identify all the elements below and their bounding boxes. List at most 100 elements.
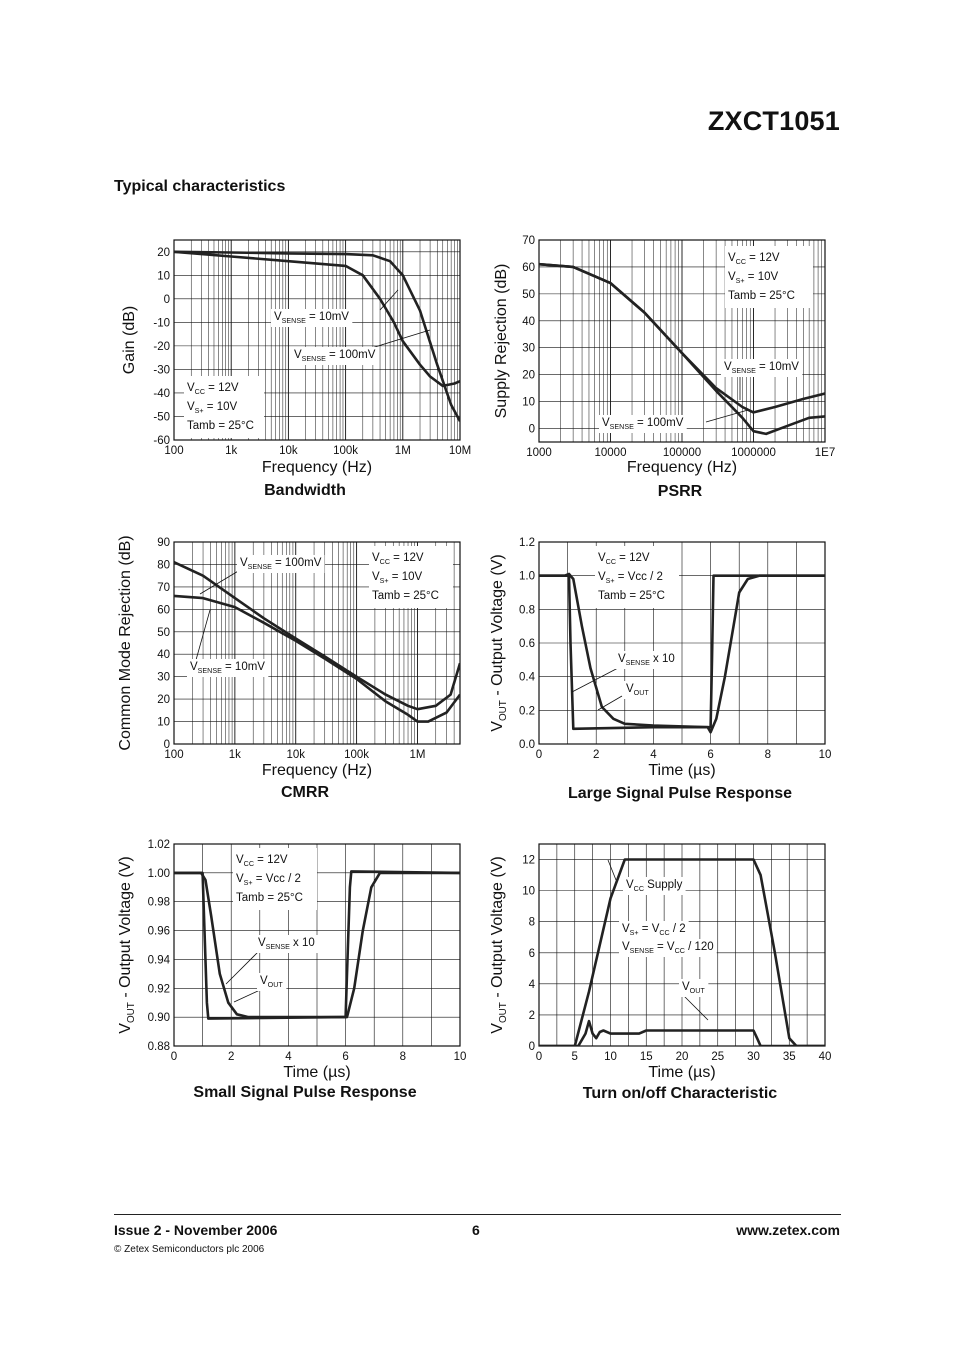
- condition-label: VCC = 12V: [598, 552, 650, 566]
- y-tick-label: 50: [522, 289, 535, 301]
- y-axis-label: VOUT - Output Voltage (V): [489, 856, 509, 1033]
- x-tick-label: 0: [536, 1051, 542, 1063]
- y-tick-label: 1.0: [519, 571, 535, 583]
- annotation-leader: [195, 609, 211, 661]
- x-tick-label: 10: [819, 749, 832, 761]
- x-tick-label: 15: [640, 1051, 653, 1063]
- x-tick-label: 10k: [279, 445, 298, 457]
- condition-label: VS+ = Vcc / 2: [236, 873, 301, 887]
- x-tick-label: 40: [819, 1051, 832, 1063]
- x-axis-label: Frequency (Hz): [262, 762, 372, 779]
- series-line-2: [174, 871, 460, 1019]
- y-tick-label: 40: [157, 649, 170, 661]
- annotation-label: VSENSE = 100mV: [602, 417, 684, 431]
- y-tick-label: 0.8: [519, 604, 535, 616]
- annotation-label: VSENSE x 10: [618, 653, 675, 667]
- series-line-2: [539, 1019, 825, 1046]
- y-tick-label: 0.0: [519, 739, 535, 751]
- annotation-background: [619, 939, 717, 957]
- annotation-background: [257, 973, 287, 991]
- y-tick-label: -30: [153, 364, 170, 376]
- y-tick-label: 8: [529, 917, 535, 929]
- x-tick-label: 8: [765, 749, 771, 761]
- annotation-background: [599, 415, 687, 433]
- condition-label: VS+ = 10V: [728, 271, 778, 285]
- y-tick-label: 0.2: [519, 705, 535, 717]
- annotation-label: VOUT: [626, 683, 649, 697]
- x-axis-label: Time (µs): [648, 762, 715, 779]
- x-tick-label: 25: [711, 1051, 724, 1063]
- y-axis-label: VOUT - Output Voltage (V): [489, 554, 509, 731]
- x-tick-label: 10000: [595, 447, 627, 459]
- y-tick-label: 0: [529, 1041, 535, 1053]
- x-axis-label: Time (µs): [283, 1064, 350, 1081]
- plot-frame: [538, 541, 826, 745]
- y-tick-label: 10: [157, 717, 170, 729]
- y-tick-label: 80: [157, 559, 170, 571]
- annotation-background: [237, 555, 325, 573]
- x-tick-label: 2: [593, 749, 599, 761]
- x-tick-label: 4: [285, 1051, 292, 1063]
- annotation-leader: [233, 989, 261, 1003]
- plot-frame: [173, 541, 461, 745]
- annotation-background: [271, 309, 353, 327]
- y-tick-label: 2: [529, 1010, 535, 1022]
- annotation-background: [615, 651, 678, 669]
- caption-turn-on-off: Turn on/off Characteristic: [582, 1085, 778, 1102]
- conditions-box: [725, 246, 813, 308]
- x-tick-label: 100: [164, 445, 183, 457]
- annotation-leader: [379, 289, 399, 311]
- x-tick-label: 1k: [229, 749, 241, 761]
- annotation-leader: [597, 695, 623, 711]
- x-tick-label: 1k: [225, 445, 237, 457]
- annotation-background: [291, 347, 379, 365]
- y-tick-label: 0.94: [148, 954, 171, 966]
- annotation-label: VSENSE = VCC / 120: [622, 941, 714, 955]
- y-tick-label: -60: [153, 435, 170, 447]
- x-tick-label: 0: [536, 749, 542, 761]
- y-tick-label: 12: [522, 855, 535, 867]
- plot-frame: [538, 239, 826, 443]
- annotation-label: VOUT: [260, 975, 283, 989]
- plot-frame: [173, 239, 461, 441]
- y-tick-label: -40: [153, 388, 170, 400]
- condition-label: VS+ = 10V: [187, 401, 237, 415]
- condition-label: VS+ = Vcc / 2: [598, 571, 663, 585]
- annotation-leader: [571, 667, 619, 693]
- caption-cmrr: CMRR: [281, 784, 329, 801]
- x-axis-label: Frequency (Hz): [262, 459, 372, 476]
- annotation-leader: [681, 993, 709, 1021]
- annotation-label: VOUT: [682, 981, 705, 995]
- y-tick-label: 1.2: [519, 537, 535, 549]
- annotation-label: VSENSE = 100mV: [240, 557, 322, 571]
- plot-frame: [538, 843, 826, 1047]
- y-tick-label: 0.6: [519, 638, 535, 650]
- y-tick-label: 0.4: [519, 672, 536, 684]
- annotation-background: [679, 979, 709, 997]
- y-tick-label: 20: [157, 694, 170, 706]
- part-number: ZXCT1051: [707, 106, 840, 136]
- chart-large-signal: 1.2 1.0 0.8 0.6 0.4 0.2 0.0 0 2 4 6 8 10 Time (µs) VOU…: [482, 532, 854, 784]
- y-tick-label: 60: [522, 262, 535, 274]
- annotation-background: [721, 359, 803, 377]
- chart-cmrr: 90 80 70 60 50 40 30 20 10 0 100 1k 10k 100k 1M Frequen…: [100, 532, 490, 784]
- y-tick-label: 6: [529, 948, 535, 960]
- series-line-1: [174, 250, 460, 422]
- y-tick-label: 30: [522, 343, 535, 355]
- annotation-label: VSENSE = 10mV: [724, 361, 799, 375]
- annotation-leader: [607, 859, 617, 881]
- condition-label: Tamb = 25°C: [236, 892, 303, 904]
- chart-bandwidth: 20 10 0 -10 -20 -30 -40 -50 -60 100 1k 10k 100k 1M 10M…: [100, 230, 490, 480]
- annotation-background: [255, 935, 318, 953]
- chart-small-signal: 1.02 1.00 0.98 0.96 0.94 0.92 0.90 0.88 0 2 4 6 8 10 T…: [100, 834, 490, 1086]
- x-tick-label: 30: [747, 1051, 760, 1063]
- annotation-leader: [225, 951, 259, 985]
- y-tick-label: 60: [157, 604, 170, 616]
- x-tick-label: 1E7: [815, 447, 835, 459]
- y-tick-label: 10: [522, 886, 535, 898]
- y-tick-label: 4: [529, 979, 536, 991]
- y-tick-label: 50: [157, 627, 170, 639]
- condition-label: VCC = 12V: [187, 382, 239, 396]
- y-tick-label: 30: [157, 672, 170, 684]
- x-tick-label: 5: [572, 1051, 578, 1063]
